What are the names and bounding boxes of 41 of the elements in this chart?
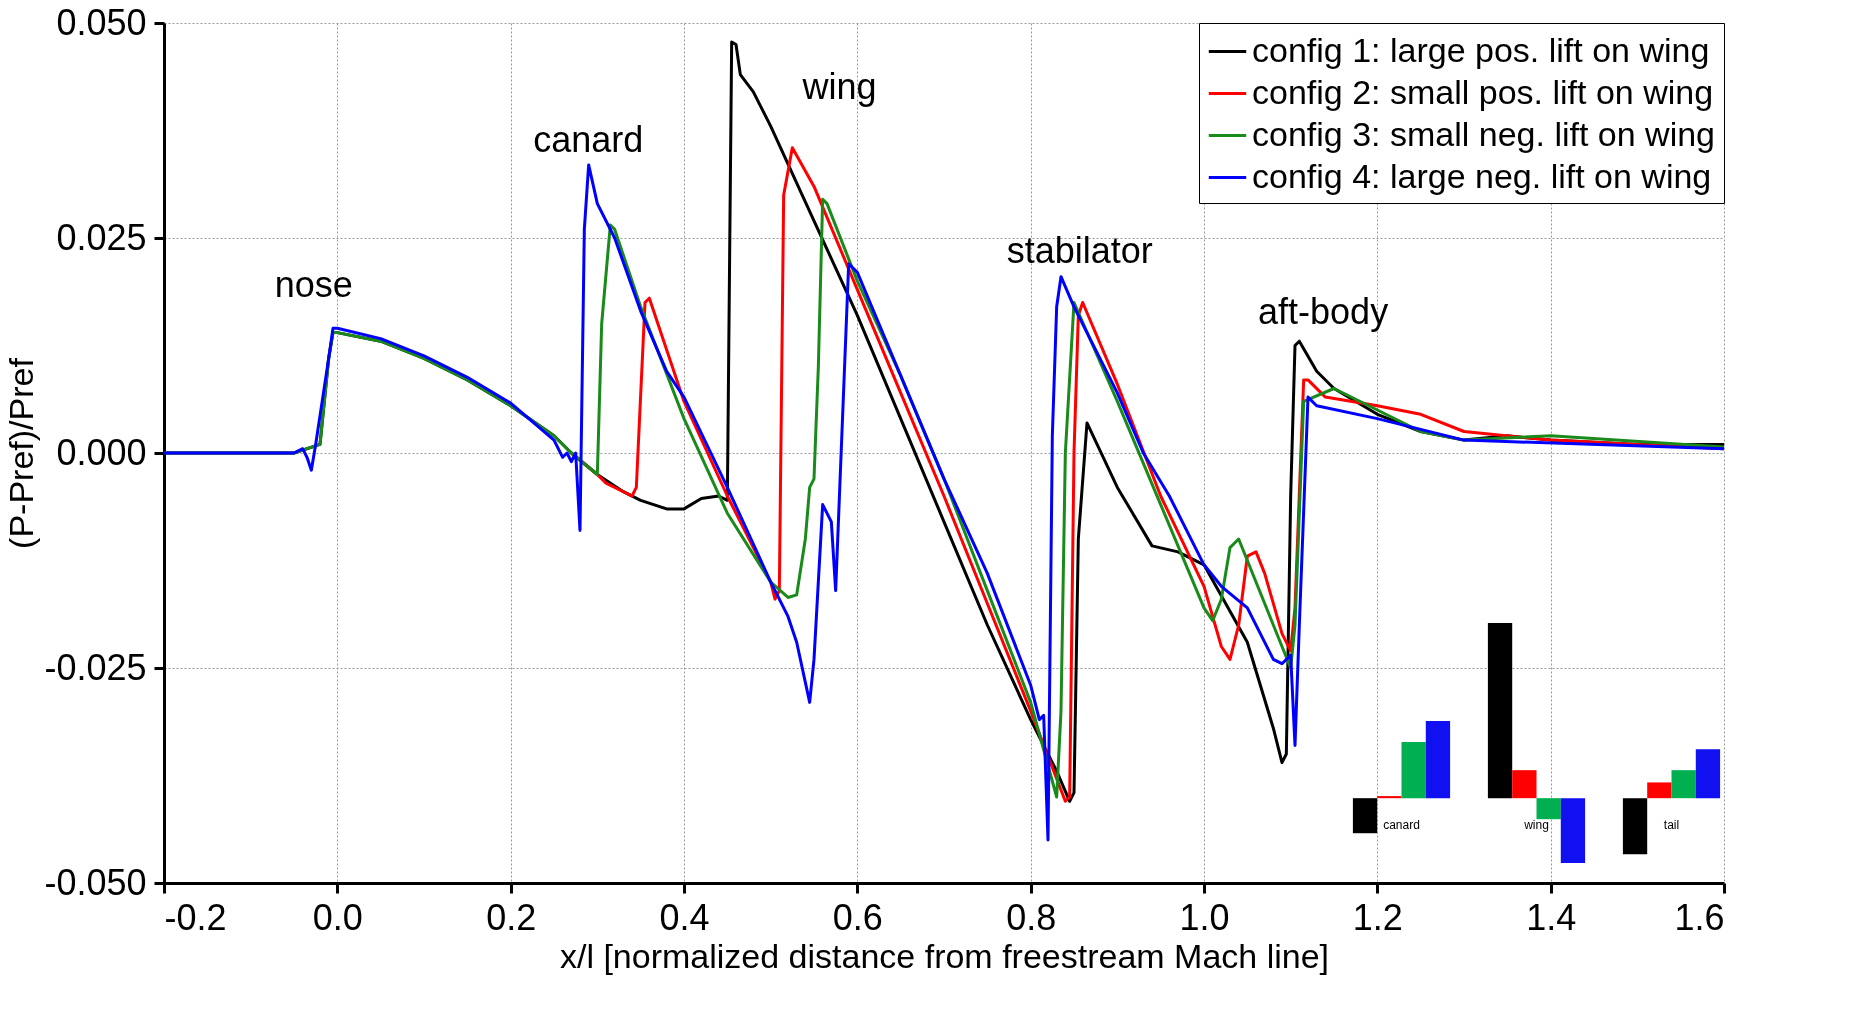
x-tick-label: 1.2 <box>1352 896 1403 938</box>
bar <box>1560 798 1586 863</box>
x-tick-label: 1.4 <box>1526 896 1577 938</box>
annotation: wing <box>801 66 877 108</box>
bar <box>1487 623 1513 799</box>
x-tick-label: canard <box>1383 818 1420 833</box>
annotation: nose <box>274 264 353 306</box>
x-tick-label: 0.0 <box>312 896 363 938</box>
annotation: stabilator <box>1006 229 1153 271</box>
bar <box>1647 782 1672 799</box>
bar <box>1695 749 1721 799</box>
bar <box>1512 770 1537 799</box>
bar <box>1622 798 1648 855</box>
bar <box>1536 798 1561 820</box>
bar <box>1671 770 1696 799</box>
x-axis-title: x/l [normalized distance from freestream Mach line] <box>559 936 1330 975</box>
x-tick-label: 1.0 <box>1179 896 1230 938</box>
x-tick-label: wing <box>1523 818 1549 833</box>
legend-label: config 3: small neg. lift on wing <box>1252 114 1716 153</box>
bar <box>1401 742 1426 799</box>
y-tick-label: -0.025 <box>44 646 147 688</box>
x-tick-label: 1.6 <box>1674 896 1725 938</box>
legend-label: config 2: small pos. lift on wing <box>1252 72 1714 111</box>
y-tick-label: 0.025 <box>56 216 147 258</box>
x-tick-label: 0.2 <box>486 896 537 938</box>
legend-label: config 4: large neg. lift on wing <box>1252 156 1712 195</box>
bar <box>1352 798 1378 834</box>
y-tick-label: 0.050 <box>56 1 147 43</box>
annotation: aft-body <box>1258 290 1389 332</box>
y-tick-label: -0.050 <box>44 861 147 903</box>
y-tick-label: 0.000 <box>56 431 147 473</box>
x-tick-label: tail <box>1663 818 1680 833</box>
bar <box>1377 796 1402 799</box>
x-tick-label: -0.2 <box>164 896 227 938</box>
annotation: canard <box>533 118 644 160</box>
y-axis-title: (P-Pref)/Pref <box>2 357 41 549</box>
x-tick-label: 0.4 <box>659 896 710 938</box>
bar <box>1425 721 1451 799</box>
x-tick-label: 0.8 <box>1006 896 1057 938</box>
x-tick-label: 0.6 <box>832 896 883 938</box>
legend-label: config 1: large pos. lift on wing <box>1252 30 1710 69</box>
